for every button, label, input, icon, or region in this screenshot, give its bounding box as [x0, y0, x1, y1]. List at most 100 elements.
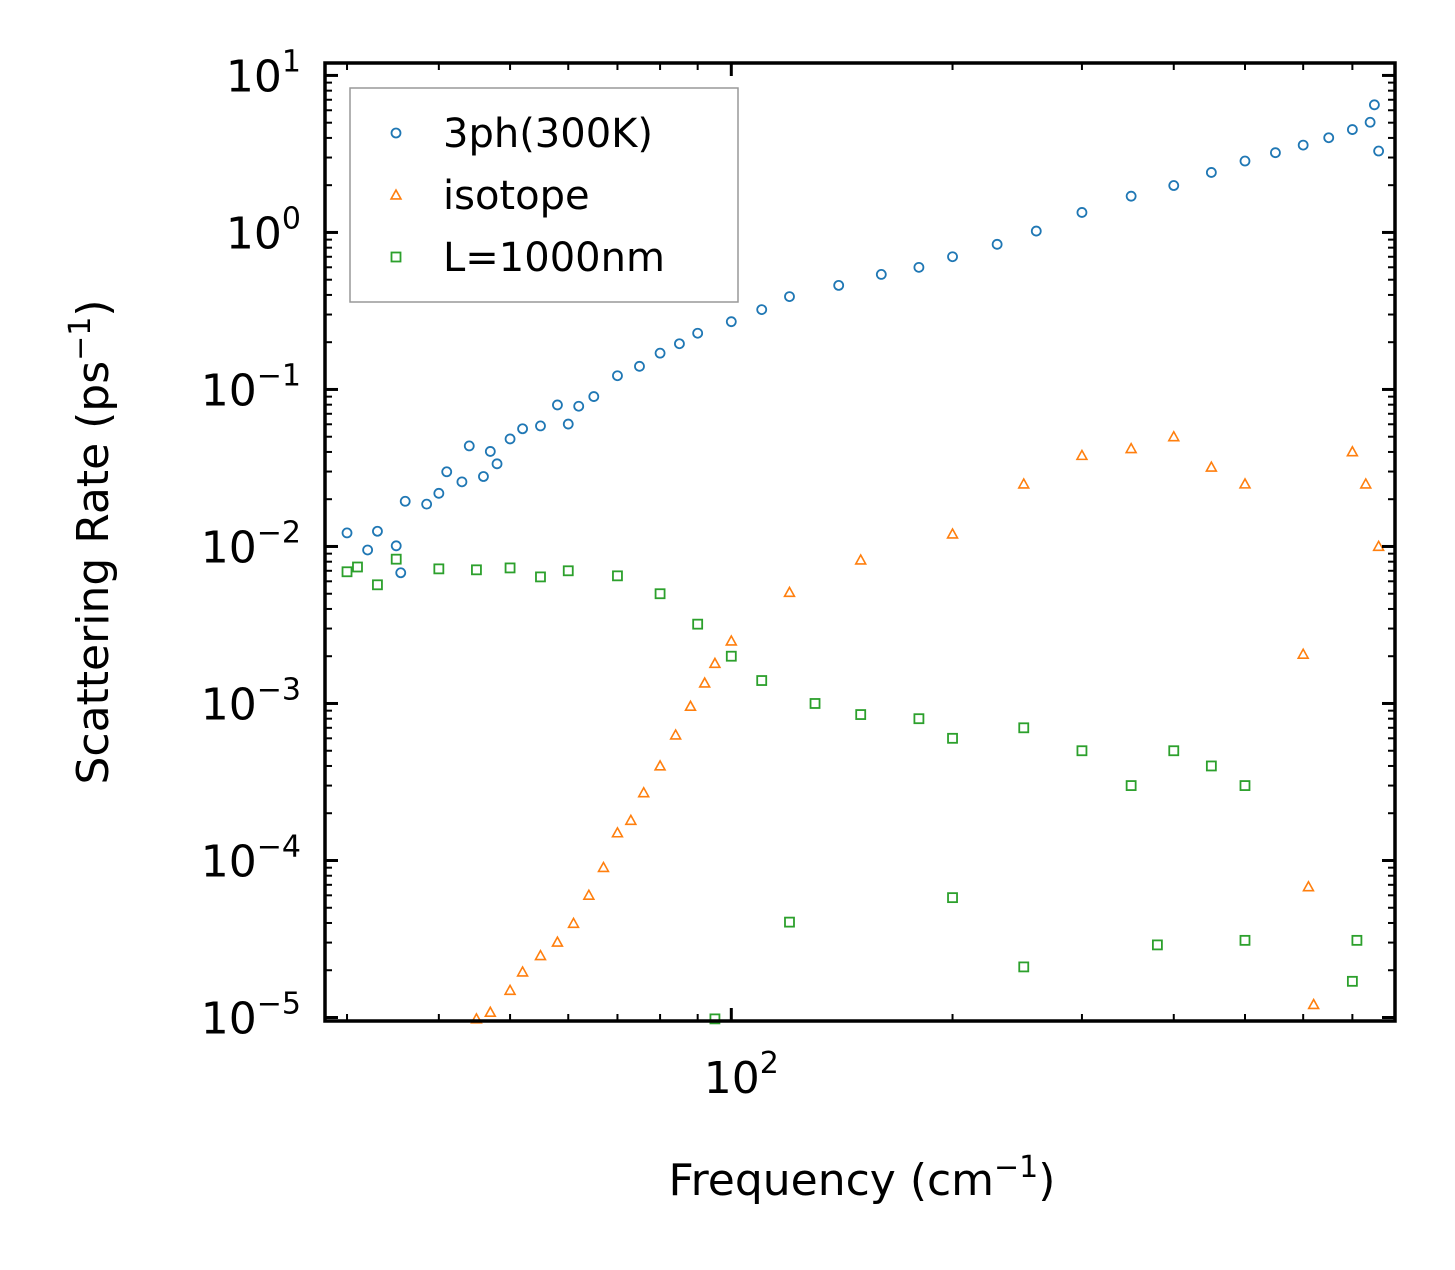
data-point — [783, 585, 796, 598]
data-point — [484, 1005, 497, 1018]
data-point — [1351, 934, 1363, 946]
data-point — [535, 420, 546, 432]
data-point — [947, 251, 958, 263]
data-point — [637, 786, 651, 798]
data-point — [1297, 139, 1309, 151]
data-point — [1296, 647, 1310, 659]
data-point — [582, 888, 596, 900]
data-point — [390, 540, 402, 552]
data-point — [1076, 207, 1088, 218]
data-point — [756, 675, 768, 686]
data-point — [1323, 132, 1335, 144]
data-point — [1075, 448, 1089, 461]
data-point — [692, 618, 704, 630]
data-point — [612, 370, 623, 382]
data-point — [654, 347, 666, 359]
data-point — [653, 759, 667, 771]
data-point — [1346, 124, 1358, 135]
legend-box — [349, 87, 739, 303]
data-point — [1238, 477, 1252, 489]
data-point — [1372, 539, 1385, 552]
legend-label: 3ph(300K) — [443, 111, 653, 157]
y-tick-label: 10−5 — [201, 987, 301, 1045]
data-point — [341, 566, 353, 578]
legend-marker — [390, 251, 402, 263]
data-point — [1307, 997, 1320, 1010]
data-point — [1239, 155, 1251, 167]
data-point — [588, 391, 600, 402]
data-point — [756, 304, 768, 316]
data-point — [562, 565, 574, 577]
data-point — [724, 634, 738, 646]
data-point — [372, 525, 383, 537]
data-point — [946, 527, 959, 539]
data-point — [551, 935, 564, 947]
data-point — [669, 728, 682, 740]
data-point — [913, 261, 925, 273]
svg-text:Frequency (cm−1): Frequency (cm−1) — [669, 1150, 1056, 1206]
data-point — [1017, 477, 1031, 489]
data-point — [504, 562, 516, 574]
x-axis-label: Frequency (cm−1) — [669, 1150, 1056, 1206]
legend-label: L=1000nm — [443, 235, 665, 281]
data-point — [833, 279, 845, 291]
data-point — [1359, 477, 1373, 489]
data-point — [784, 916, 795, 928]
data-point — [552, 399, 563, 411]
data-point — [1168, 180, 1180, 191]
legend: 3ph(300K) isotope L=1000nm — [349, 87, 739, 303]
data-point — [562, 418, 574, 430]
data-point — [1239, 934, 1251, 946]
data-point — [433, 487, 445, 499]
data-point — [504, 433, 516, 445]
data-point — [1364, 116, 1376, 128]
data-point — [684, 699, 697, 712]
data-point — [1168, 745, 1180, 757]
data-point — [441, 466, 453, 478]
data-point — [352, 561, 363, 573]
data-point — [709, 1013, 721, 1025]
data-point — [913, 713, 925, 725]
data-point — [399, 495, 411, 507]
data-point — [1205, 460, 1218, 472]
data-point — [1302, 880, 1315, 892]
data-point — [433, 563, 445, 575]
data-point — [1167, 430, 1181, 442]
data-point — [1205, 167, 1217, 178]
data-point — [484, 446, 496, 457]
data-point — [341, 527, 353, 539]
data-point — [624, 813, 638, 826]
y-tick-label: 10−2 — [201, 515, 301, 573]
data-point — [991, 238, 1003, 250]
data-point — [947, 892, 958, 904]
series-layer — [341, 99, 1385, 1025]
data-point — [471, 564, 482, 576]
data-point — [634, 360, 645, 372]
data-point — [567, 916, 580, 929]
legend-marker — [390, 127, 402, 139]
legend-label: isotope — [443, 173, 590, 219]
data-point — [1018, 722, 1030, 734]
y-tick-label: 100 — [226, 201, 301, 259]
data-point — [1270, 147, 1281, 159]
data-point — [725, 650, 737, 662]
x-tick-label: 102 — [704, 1046, 779, 1104]
data-point — [390, 553, 402, 565]
data-point — [855, 709, 867, 720]
series-circle — [341, 99, 1385, 579]
data-point — [654, 588, 666, 600]
data-point — [1239, 780, 1251, 791]
data-point — [1124, 441, 1138, 454]
y-tick-label: 101 — [226, 44, 301, 102]
data-point — [854, 553, 868, 565]
data-point — [698, 676, 711, 688]
data-point — [535, 571, 546, 583]
data-point — [809, 698, 821, 709]
data-point — [362, 544, 374, 556]
data-point — [725, 316, 737, 328]
data-point — [503, 983, 517, 996]
data-point — [597, 860, 610, 873]
data-point — [1369, 99, 1380, 111]
data-point — [947, 732, 958, 744]
y-tick-label: 10−4 — [201, 829, 301, 887]
